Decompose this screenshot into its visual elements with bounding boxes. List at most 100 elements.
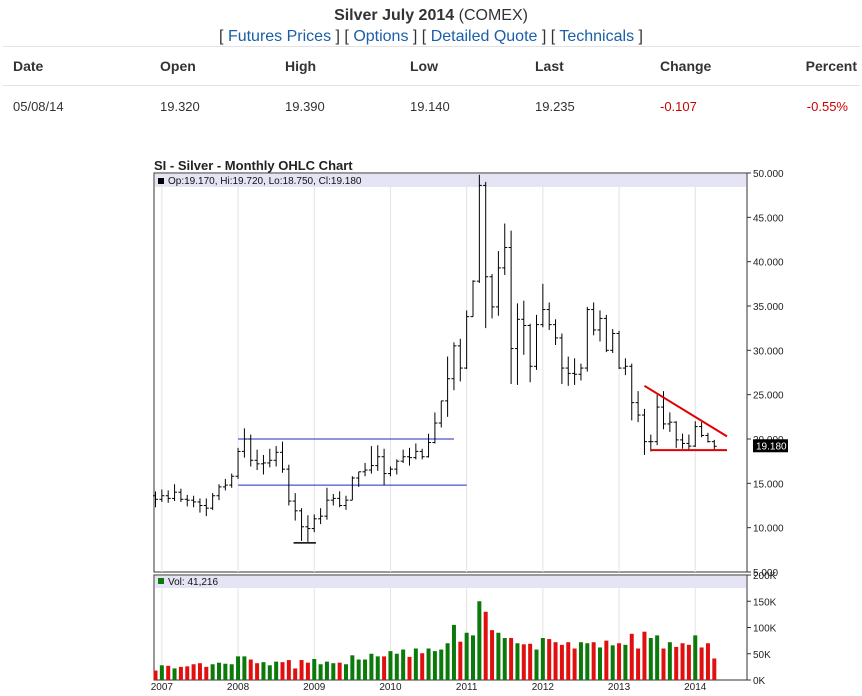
val-change: -0.107 [660,99,697,114]
ohlc-bar [680,433,686,449]
volume-bar [318,664,323,680]
volume-bar [153,670,158,680]
volume-bar [363,659,368,680]
volume-bar [350,655,355,680]
volume-bar [324,661,329,680]
ohlc-bar [540,283,546,328]
volume-bar [407,656,412,680]
ohlc-bar [229,473,235,488]
ohlc-bar [260,454,266,475]
volume-bar [591,642,596,680]
x-tick-label: 2014 [684,682,707,693]
y-tick-label: 50.000 [753,169,784,180]
ohlc-bar [267,448,273,468]
volume-bar [204,666,209,680]
volume-bar [248,659,253,680]
ohlc-bar [254,449,260,471]
options-link[interactable]: Options [353,28,409,45]
volume-bar [426,648,431,680]
ohlc-bar [375,445,381,471]
volume-bar [642,631,647,680]
ohlc-bar [457,338,463,382]
volume-bar [191,664,196,680]
ohlc-bar [165,490,171,503]
volume-bar [655,635,660,680]
volume-bar [502,638,507,680]
technicals-link[interactable]: Technicals [559,28,635,45]
x-tick-label: 2013 [608,682,631,693]
volume-bar [293,668,298,680]
volume-bar [420,653,425,680]
volume-bar [686,644,691,680]
ohlc-bar [521,300,527,355]
ohlc-bar [629,363,635,421]
volume-y-tick-label: 150K [753,597,777,608]
ohlc-bar [641,408,647,455]
ohlc-bar [235,447,241,479]
x-tick-label: 2008 [227,682,250,693]
ohlc-bar [419,448,425,460]
x-tick-label: 2009 [303,682,326,693]
volume-bar [674,646,679,680]
volume-bar [401,649,406,680]
quote-table: Date Open High Low Last Change Percent 0… [3,46,860,124]
ohlc-bar [407,447,412,466]
ohlc-bar [394,459,400,475]
col-low: Low [410,58,438,74]
ohlc-bar [159,489,165,502]
volume-bar [280,662,285,680]
ohlc-bar [603,314,609,353]
ohlc-bar [362,462,368,477]
volume-bar [528,643,533,680]
ohlc-bar [349,476,355,501]
futures-prices-link[interactable]: Futures Prices [227,28,332,45]
volume-bar [521,644,526,680]
ohlc-bar [305,515,311,542]
val-last: 19.235 [535,99,575,114]
x-tick-label: 2012 [532,682,555,693]
quote-header-row: Date Open High Low Last Change Percent [3,47,860,86]
ohlc-bar [216,484,222,501]
volume-legend-band [155,576,746,588]
ohlc-bar [324,487,330,520]
volume-bar [185,666,190,680]
y-tick-label: 30.000 [753,346,784,357]
volume-bar [477,601,482,680]
ohlc-bar [470,280,476,318]
volume-bar [604,640,609,680]
val-high: 19.390 [285,99,325,114]
volume-bar [648,638,653,680]
volume-bar [445,643,450,680]
volume-bar [578,642,583,680]
ohlc-bar [572,358,578,385]
y-tick-label: 10.000 [753,524,784,535]
volume-bar [344,664,348,680]
volume-bar [693,635,698,680]
ohlc-bar [546,302,552,330]
col-change: Change [660,58,712,74]
ohlc-bar [241,428,247,458]
ohlc-bar [426,433,432,458]
ohlc-bar [514,303,520,385]
ohlc-bar [654,394,660,446]
ohlc-bar [559,333,565,385]
ohlc-bar [527,323,533,383]
volume-bar [705,643,710,680]
volume-bar [261,662,266,680]
x-tick-label: 2011 [456,682,478,693]
volume-bar [223,663,228,680]
last-price-tag [753,439,788,453]
x-tick-label: 2010 [379,682,402,693]
col-open: Open [160,58,196,74]
ohlc-bar [153,491,158,508]
ohlc-bar [280,441,285,473]
y-tick-label: 35.000 [753,302,784,313]
volume-bar [661,648,666,680]
volume-bar [509,638,514,680]
volume-bar [229,664,234,680]
col-percent: Percent [805,58,857,74]
col-last: Last [535,58,564,74]
ohlc-bar [686,434,692,450]
contract-name: Silver July 2014 [334,7,455,24]
detailed-quote-link[interactable]: Detailed Quote [430,28,538,45]
